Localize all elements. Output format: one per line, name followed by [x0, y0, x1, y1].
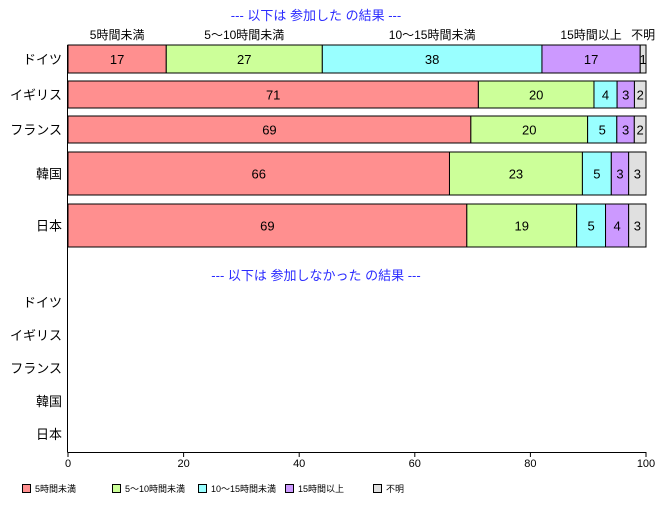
- legend-swatch: [285, 484, 294, 493]
- bar-value-label: 4: [602, 88, 609, 103]
- bar-value-label: 20: [529, 88, 543, 103]
- legend: 5時間未満 5～10時間未満 10～15時間未満 15時間以上 不明: [22, 483, 404, 494]
- series-header-label: 不明: [631, 28, 655, 42]
- bar-value-label: 5: [587, 219, 594, 234]
- bar-segment: [321, 44, 543, 74]
- bar-value-label: 17: [584, 52, 598, 67]
- panel-title-not-participated: --- 以下は 参加しなかった の結果 ---: [211, 268, 420, 283]
- bar-segment: [633, 80, 647, 109]
- bar-value-label: 38: [425, 52, 439, 67]
- bar-value-label: 2: [637, 123, 644, 138]
- bar-segment: [541, 44, 641, 74]
- bar-segment: [470, 115, 589, 144]
- category-label: フランス: [10, 123, 62, 138]
- bar-value-label: 5: [593, 167, 600, 182]
- series-header-label: 15時間以上: [560, 28, 621, 42]
- bar-value-label: 23: [509, 167, 523, 182]
- legend-swatch: [112, 484, 121, 493]
- bar-segment: [628, 203, 647, 248]
- bar-value-label: 69: [260, 219, 274, 234]
- bar-segment: [67, 115, 472, 144]
- bar-value-label: 17: [110, 52, 124, 67]
- panel-title-participated: --- 以下は 参加した の結果 ---: [231, 8, 401, 23]
- category-label: ドイツ: [23, 295, 62, 310]
- bar-segment: [67, 151, 450, 196]
- bar-value-label: 3: [622, 88, 629, 103]
- category-label: フランス: [10, 361, 62, 376]
- series-header-labels: 5時間未満 5～10時間未満 10～15時間未満 15時間以上 不明: [90, 28, 655, 42]
- category-label: イギリス: [10, 88, 62, 103]
- category-label: ドイツ: [23, 52, 62, 67]
- bar-value-label: 4: [613, 219, 620, 234]
- bar-segment: [165, 44, 323, 74]
- bar-value-label: 66: [252, 167, 266, 182]
- category-label: 日本: [36, 427, 62, 442]
- x-tick-label: 80: [524, 458, 536, 470]
- bar-segment: [633, 115, 647, 144]
- bar-value-label: 5: [599, 123, 606, 138]
- x-tick-label: 40: [293, 458, 305, 470]
- bar-value-label: 69: [262, 123, 276, 138]
- x-tick-label: 0: [65, 458, 71, 470]
- x-tick-label: 20: [177, 458, 189, 470]
- category-label: イギリス: [10, 328, 62, 343]
- bar-value-label: 1: [639, 52, 646, 67]
- bar-value-label: 3: [622, 123, 629, 138]
- series-header-label: 10～15時間未満: [389, 28, 476, 42]
- category-label: 韓国: [36, 167, 62, 182]
- bar-segment: [587, 115, 618, 144]
- bar-segment: [628, 151, 647, 196]
- legend-swatch: [373, 484, 382, 493]
- bar-segment: [639, 44, 647, 74]
- x-tick-label: 60: [409, 458, 421, 470]
- legend-label: 5～10時間未満: [125, 483, 185, 494]
- legend-swatch: [198, 484, 207, 493]
- bar-value-label: 71: [266, 88, 280, 103]
- bar-segment: [581, 151, 612, 196]
- x-axis-ticks: 0 20 40 60 80 100: [65, 452, 655, 470]
- bar-value-label: 19: [514, 219, 528, 234]
- bar-value-label: 3: [634, 219, 641, 234]
- legend-label: 15時間以上: [298, 484, 344, 494]
- bar-value-label: 3: [634, 167, 641, 182]
- legend-label: 5時間未満: [35, 483, 76, 494]
- bar-value-label: 27: [237, 52, 251, 67]
- legend-swatch: [22, 484, 31, 493]
- bar-value-label: 2: [637, 88, 644, 103]
- bar-value-label: 3: [616, 167, 623, 182]
- legend-label: 10～15時間未満: [211, 483, 276, 494]
- legend-label: 不明: [386, 484, 404, 494]
- category-label: 日本: [36, 219, 62, 234]
- category-label: 韓国: [36, 394, 62, 409]
- bar-segment: [477, 80, 595, 109]
- series-header-label: 5時間未満: [90, 28, 145, 42]
- series-header-label: 5～10時間未満: [204, 28, 284, 42]
- bar-segment: [448, 151, 583, 196]
- bar-value-label: 20: [522, 123, 536, 138]
- x-tick-label: 100: [637, 458, 655, 470]
- bar-segment: [576, 203, 607, 248]
- bar-segment: [466, 203, 578, 248]
